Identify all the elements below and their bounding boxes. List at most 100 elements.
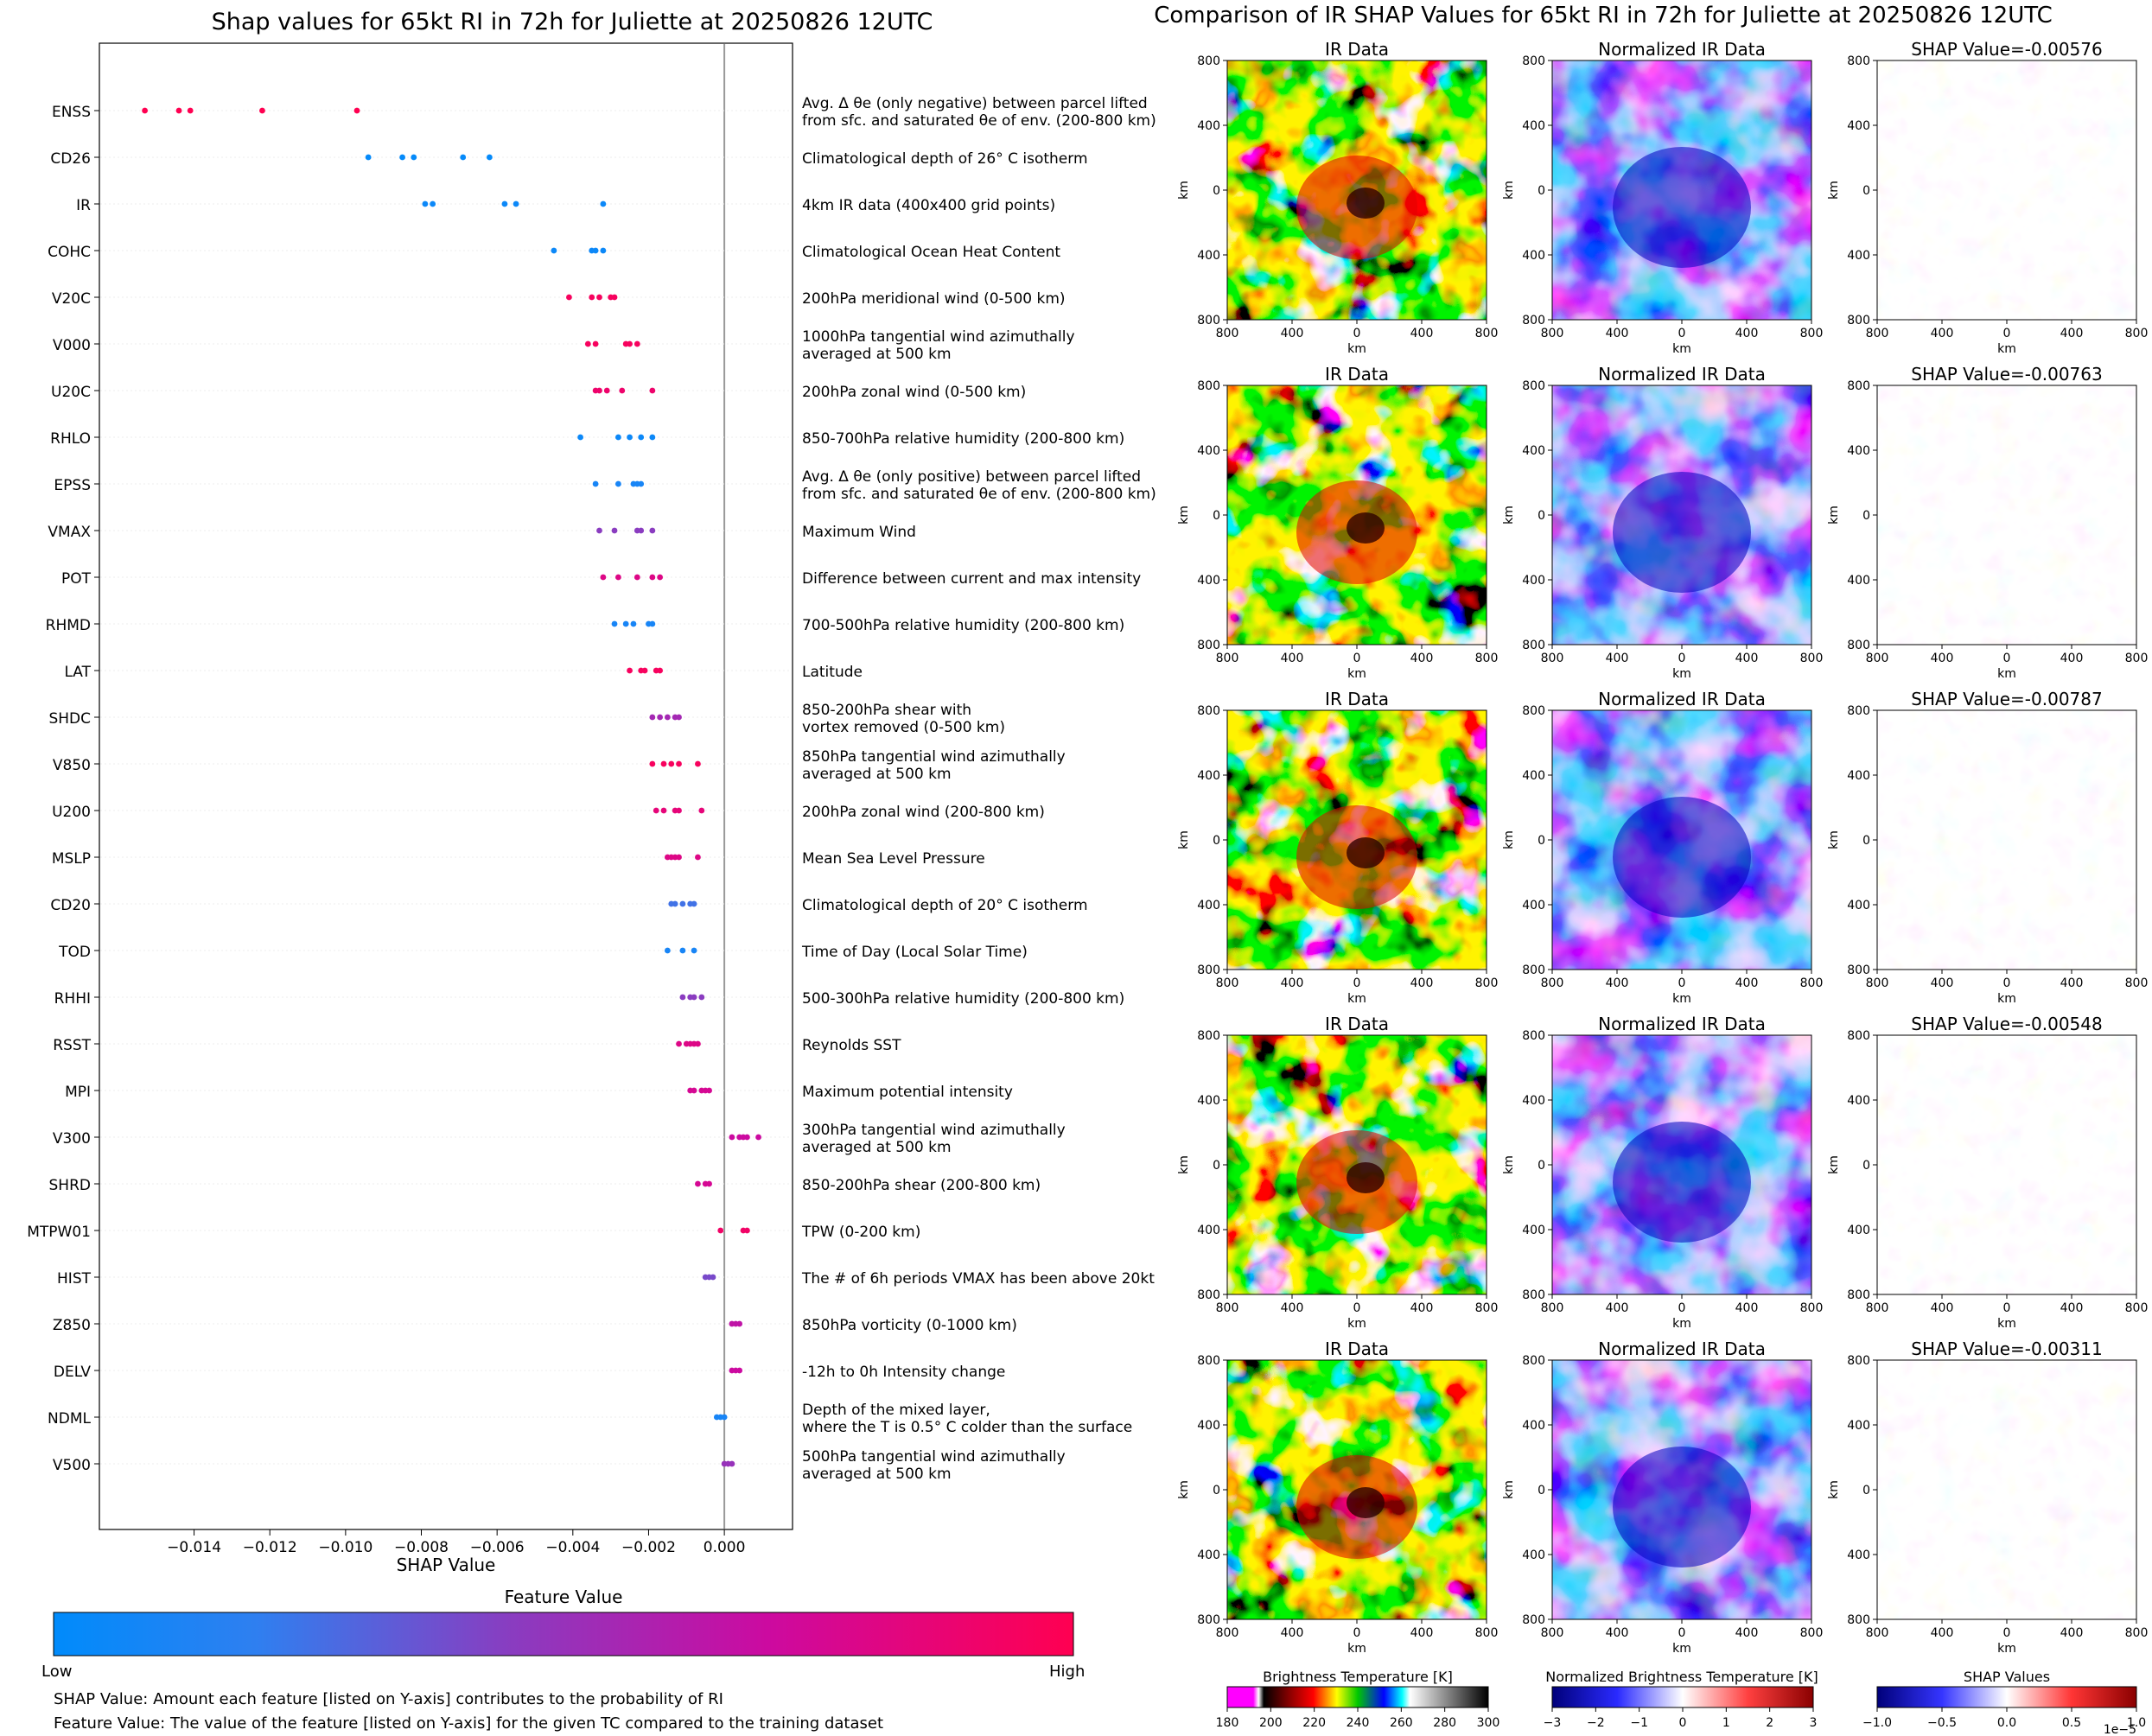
panel-title: IR Data (1325, 1014, 1389, 1034)
panel-title: SHAP Value=-0.00311 (1911, 1339, 2102, 1359)
x-axis-label: km (1997, 1642, 2016, 1656)
y-tick-label: 0 (1538, 834, 1545, 848)
shap-point (664, 947, 671, 954)
feature-label: TOD (58, 944, 91, 961)
y-axis-label: km (1177, 1155, 1191, 1174)
panel-3-3: SHAP Value=-0.00787800800400400004004008… (1827, 689, 2148, 1006)
y-tick-label: 800 (1847, 639, 1870, 652)
shap-point (676, 1040, 682, 1047)
x-tick-label: 400 (1606, 1626, 1629, 1640)
bt-colorbar-title: Brightness Temperature [K] (1263, 1669, 1453, 1685)
feature-label: RHLO (50, 430, 91, 448)
shap-point (611, 527, 618, 534)
shap-point (664, 714, 671, 721)
shap-point (619, 387, 626, 394)
x-tick-label: 400 (1410, 1626, 1434, 1640)
y-tick-label: 800 (1522, 704, 1545, 718)
feature-description: Maximum Wind (802, 524, 916, 541)
feature-description: vortex removed (0-500 km) (802, 719, 1005, 736)
feature-label: HIST (57, 1270, 92, 1288)
y-tick-label: 800 (1522, 54, 1545, 68)
y-tick-label: 400 (1522, 444, 1545, 458)
x-tick-label: 400 (1281, 327, 1304, 340)
shap-point (721, 1414, 728, 1421)
x-axis-label: km (1672, 667, 1691, 681)
feature-label: Z850 (53, 1317, 91, 1334)
x-tick-label: 800 (1475, 1626, 1499, 1640)
y-tick-label: 400 (1197, 1419, 1220, 1433)
feature-description: Maximum potential intensity (802, 1084, 1013, 1101)
x-tick-label: 800 (1866, 652, 1889, 665)
x-axis-label: km (1997, 1317, 2016, 1331)
shap-point (584, 340, 591, 347)
y-tick-label: 800 (1847, 54, 1870, 68)
x-tick-label: 0 (2003, 1301, 2011, 1315)
x-tick-label: 0 (1353, 1626, 1361, 1640)
x-axis-label: km (1347, 992, 1366, 1006)
shap-point (691, 947, 697, 954)
y-tick-label: 800 (1522, 1288, 1545, 1302)
x-tick-label: 800 (1800, 1626, 1824, 1640)
y-tick-label: 400 (1522, 1419, 1545, 1433)
shap-point (430, 200, 436, 207)
x-tick-label: 400 (1606, 652, 1629, 665)
shap-point (627, 340, 633, 347)
x-tick-label: 400 (2060, 976, 2084, 990)
x-tick-label: 800 (1866, 327, 1889, 340)
feature-description: Climatological depth of 20° C isotherm (802, 897, 1088, 914)
x-axis-label: km (1997, 992, 2016, 1006)
feature-label: V000 (53, 337, 91, 354)
y-tick-label: 400 (1522, 1548, 1545, 1562)
shap-point (422, 200, 429, 207)
x-tick-label: 400 (1735, 1626, 1759, 1640)
x-tick-label: 0 (1353, 976, 1361, 990)
shap-point (649, 527, 656, 534)
shap-point (175, 107, 182, 114)
feature-label: RHHI (54, 990, 91, 1008)
y-tick-label: 0 (1538, 184, 1545, 198)
shap-point (729, 1134, 735, 1141)
y-tick-label: 0 (1538, 1159, 1545, 1173)
shap-point (717, 1227, 724, 1234)
colorbar-tick: 0 (1679, 1716, 1687, 1730)
x-tick-label: 400 (1735, 976, 1759, 990)
y-tick-label: 400 (1522, 249, 1545, 263)
panel-2-3: SHAP Value=-0.00763800800400400004004008… (1827, 364, 2148, 681)
feature-label: V850 (53, 757, 91, 774)
y-tick-label: 400 (1847, 769, 1870, 783)
nbt-colorbar-title: Normalized Brightness Temperature [K] (1545, 1669, 1818, 1685)
feature-label: U20C (51, 384, 91, 401)
x-tick-label: 800 (1475, 652, 1499, 665)
shap-point (513, 200, 519, 207)
feature-label: DELV (54, 1364, 91, 1381)
shap-point (592, 340, 599, 347)
x-tick-label: 0 (1353, 652, 1361, 665)
x-axis-label: km (1347, 1317, 1366, 1331)
x-tick-label: 800 (1800, 327, 1824, 340)
panel-title: SHAP Value=-0.00787 (1911, 689, 2102, 709)
storm-core (1613, 1122, 1751, 1243)
feature-description: 200hPa zonal wind (200-800 km) (802, 804, 1045, 821)
x-axis-label: km (1997, 667, 2016, 681)
y-tick-label: 800 (1197, 314, 1220, 327)
y-tick-label: 0 (1213, 1484, 1220, 1498)
x-tick-label: 800 (2125, 1626, 2149, 1640)
x-tick-label: 800 (2125, 1301, 2149, 1315)
colorbar-tick: 1.0 (2127, 1716, 2146, 1730)
feature-description: Mean Sea Level Pressure (802, 850, 985, 868)
shap-point (710, 1274, 716, 1281)
colorbar-tick: −2 (1587, 1716, 1605, 1730)
shap-point (672, 900, 678, 907)
storm-eye (1347, 1162, 1385, 1193)
y-axis-label: km (1827, 1480, 1841, 1499)
feature-label: COHC (48, 244, 91, 261)
y-tick-label: 0 (1538, 1484, 1545, 1498)
y-tick-label: 800 (1197, 54, 1220, 68)
panel-image (1877, 60, 2136, 320)
feature-label: SHDC (48, 710, 91, 728)
y-tick-label: 800 (1522, 1029, 1545, 1043)
feature-description: 850-700hPa relative humidity (200-800 km… (802, 430, 1124, 448)
colorbar-tick: 1 (1722, 1716, 1730, 1730)
colorbar-tick: 0.0 (1997, 1716, 2016, 1730)
